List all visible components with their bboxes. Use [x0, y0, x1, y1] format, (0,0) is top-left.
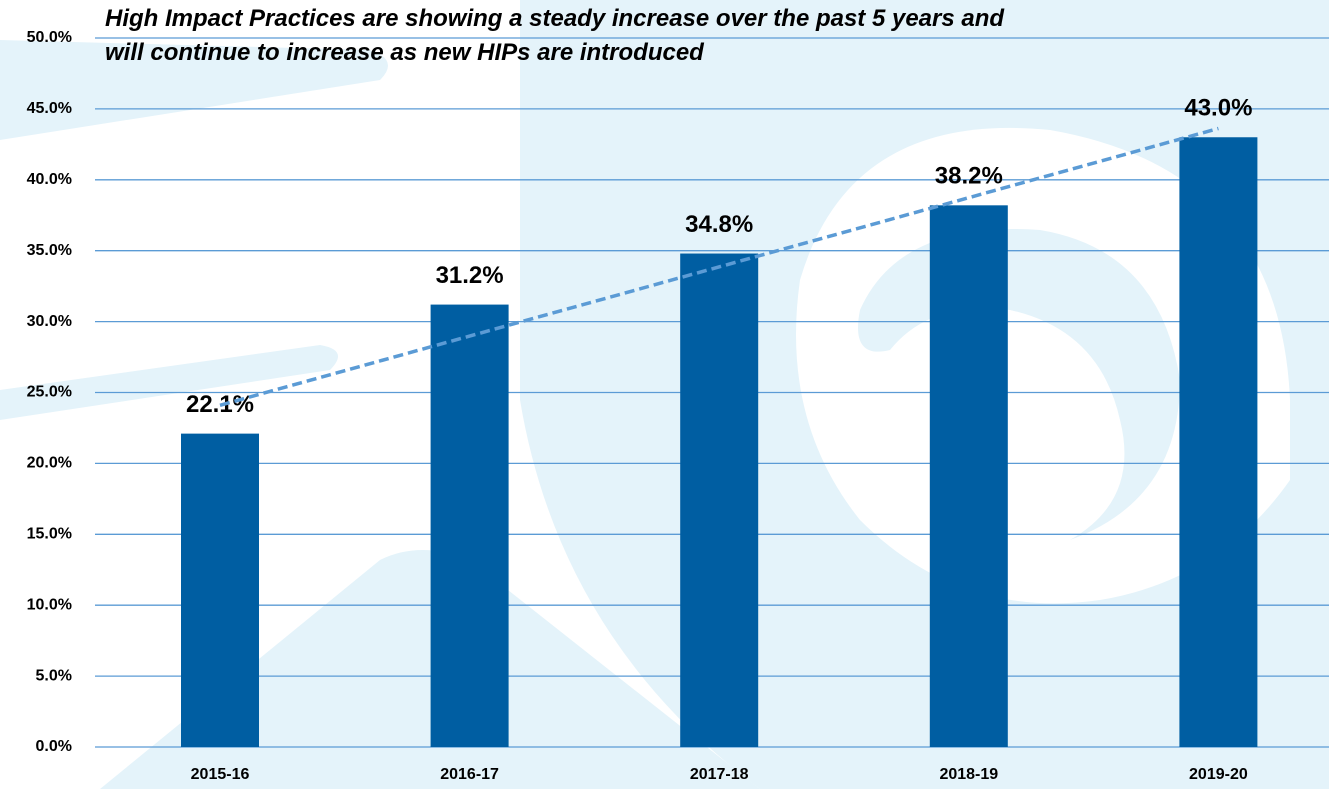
bar	[181, 433, 259, 747]
y-tick-label: 45.0%	[27, 100, 72, 117]
y-tick-label: 35.0%	[27, 242, 72, 259]
x-tick-label: 2019-20	[1189, 766, 1248, 783]
y-tick-label: 15.0%	[27, 526, 72, 543]
data-label: 31.2%	[436, 262, 504, 289]
y-tick-label: 40.0%	[27, 171, 72, 188]
data-label: 43.0%	[1184, 95, 1252, 122]
y-tick-label: 50.0%	[27, 29, 72, 46]
x-tick-label: 2017-18	[690, 766, 749, 783]
x-tick-label: 2016-17	[440, 766, 499, 783]
y-tick-label: 20.0%	[27, 455, 72, 472]
bar	[680, 253, 759, 747]
bar	[1179, 137, 1258, 747]
y-tick-label: 10.0%	[27, 596, 72, 613]
y-tick-label: 0.0%	[36, 738, 72, 755]
chart-title: will continue to increase as new HIPs ar…	[105, 39, 705, 66]
y-tick-label: 5.0%	[36, 667, 72, 684]
background-swirl	[796, 127, 1290, 604]
data-label: 38.2%	[935, 163, 1003, 190]
bar	[430, 304, 509, 747]
y-tick-label: 30.0%	[27, 313, 72, 330]
data-label: 34.8%	[685, 211, 753, 238]
x-tick-label: 2015-16	[191, 766, 250, 783]
x-tick-label: 2018-19	[939, 766, 998, 783]
bar	[929, 205, 1008, 748]
trendline	[219, 126, 1219, 407]
y-tick-label: 25.0%	[27, 384, 72, 401]
chart-title: High Impact Practices are showing a stea…	[105, 5, 1005, 32]
